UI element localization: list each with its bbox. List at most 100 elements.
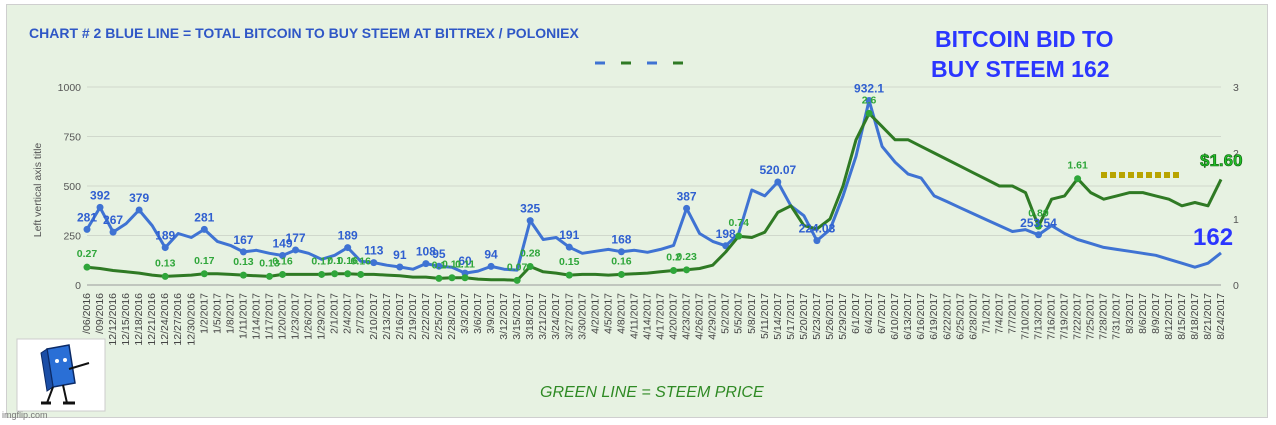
data-label-price: 0.23 (676, 251, 697, 263)
data-label-btc: 379 (129, 191, 149, 205)
data-label-price: 1.61 (1067, 160, 1088, 172)
data-label-price: 0.13 (259, 257, 280, 269)
x-tick-label: 4/29/2017 (707, 293, 719, 340)
data-label-btc: 191 (559, 228, 579, 242)
x-tick-label: 2/16/2017 (394, 293, 406, 340)
data-label-price: 0.27 (77, 248, 98, 260)
x-tick-label: 2/25/2017 (433, 293, 445, 340)
data-label-price: 0.11 (455, 259, 475, 271)
point-price (239, 271, 247, 279)
data-label-btc: 932.1 (854, 81, 884, 95)
x-tick-label: 1/26/2017 (303, 293, 315, 340)
x-tick-label: 5/20/2017 (798, 293, 810, 340)
point-btc (565, 243, 573, 251)
point-btc (1035, 231, 1043, 239)
y-axis-title: Left vertical axis title (32, 143, 44, 238)
point-btc (161, 244, 169, 252)
data-label-btc: 113 (364, 244, 384, 258)
point-price (331, 270, 339, 278)
gridlines (87, 86, 1221, 286)
data-label-btc: 95 (432, 247, 446, 261)
data-label-btc: 198 (716, 227, 736, 241)
headline-line-1: BITCOIN BID TO (935, 26, 1113, 52)
x-tick-label: 4/8/2017 (615, 293, 627, 334)
data-label-price: 0.17 (194, 255, 215, 267)
point-btc (83, 225, 91, 233)
y2-tick-label: 0 (1233, 280, 1239, 292)
x-tick-label: 5/5/2017 (733, 293, 745, 334)
point-price (279, 270, 287, 278)
point-price (83, 263, 91, 271)
x-tick-label: 7/25/2017 (1085, 293, 1097, 340)
y-axis-left-ticks: 0 250 500 750 1000 (58, 82, 82, 292)
data-label-price: 0.16 (351, 255, 372, 267)
x-tick-label: 5/23/2017 (811, 293, 823, 340)
x-tick-label: 5/8/2017 (746, 293, 758, 334)
point-btc (135, 206, 143, 214)
data-label-btc: 149 (273, 236, 293, 250)
data-label-price: 0.28 (520, 248, 541, 260)
data-label-btc: 267 (103, 213, 123, 227)
x-tick-label: 12/27/2016 (172, 293, 184, 346)
point-price (865, 109, 873, 117)
x-tick-label: 6/13/2017 (902, 293, 914, 340)
x-tick-label: 2/10/2017 (368, 293, 380, 340)
x-tick-label: 2/22/2017 (420, 293, 432, 340)
x-tick-label: 3/30/2017 (576, 293, 588, 340)
point-price (265, 272, 273, 280)
data-label-price: 0.17 (311, 255, 332, 267)
data-label-price: 0.16 (337, 255, 358, 267)
data-label-btc: 168 (611, 233, 631, 247)
data-label-price: 0.1 (327, 255, 342, 267)
x-tick-label: 1/23/2017 (290, 293, 302, 340)
y-tick-label: 0 (75, 280, 81, 292)
data-label-price: 0.13 (155, 257, 176, 269)
point-btc (487, 262, 495, 270)
x-tick-label: 4/20/2017 (668, 293, 680, 340)
point-btc (774, 178, 782, 186)
x-tick-label: 8/9/2017 (1150, 293, 1162, 334)
x-tick-label: 2/4/2017 (342, 293, 354, 334)
data-label-price: 0.89 (1028, 207, 1049, 219)
x-tick-label: 7/19/2017 (1059, 293, 1071, 340)
y2-tick-label: 1 (1233, 214, 1239, 226)
point-price (670, 266, 678, 274)
point-btc (813, 237, 821, 245)
x-tick-label: 2/19/2017 (407, 293, 419, 340)
x-tick-label: 12/18/2016 (133, 293, 145, 346)
price-label: $1.60 (1200, 151, 1243, 170)
x-tick-label: 1/29/2017 (316, 293, 328, 340)
y-tick-label: 250 (63, 231, 81, 243)
x-tick-label: 3/9/2017 (485, 293, 497, 334)
x-tick-label: 3/27/2017 (563, 293, 575, 340)
x-tick-label: 5/2/2017 (720, 293, 732, 334)
data-label-btc: 189 (338, 229, 358, 243)
data-label-price: 0.16 (611, 255, 632, 267)
point-price (1074, 175, 1082, 183)
y2-tick-label: 3 (1233, 82, 1239, 94)
x-tick-label: 4/26/2017 (694, 293, 706, 340)
x-tick-label: 5/17/2017 (785, 293, 797, 340)
chart-title: CHART # 2 BLUE LINE = TOTAL BITCOIN TO B… (29, 25, 579, 41)
point-btc (200, 225, 208, 233)
point-btc (617, 248, 625, 256)
y2-tick-label: 2 (1233, 148, 1239, 160)
point-btc (109, 228, 117, 236)
data-label-price: 0.13 (233, 256, 254, 268)
x-tick-label: 1/11/2017 (237, 293, 249, 339)
x-tick-label: 3/15/2017 (511, 293, 523, 340)
point-btc (344, 244, 352, 252)
x-tick-label: 6/22/2017 (941, 293, 953, 340)
x-tick-label: /09/2016 (94, 293, 106, 334)
x-tick-label: 8/15/2017 (1176, 293, 1188, 340)
x-tick-label: 8/12/2017 (1163, 293, 1175, 340)
data-label-price: 0.16 (272, 255, 293, 267)
y-tick-label: 500 (63, 181, 81, 193)
point-price (161, 272, 169, 280)
chart-svg: CHART # 2 BLUE LINE = TOTAL BITCOIN TO B… (16, 25, 1243, 412)
x-tick-label: 6/28/2017 (967, 293, 979, 340)
data-label-btc: 520.07 (759, 163, 796, 177)
headline-line-2: BUY STEEM 162 (931, 56, 1110, 82)
point-price (200, 270, 208, 278)
x-tick-label: 6/10/2017 (889, 293, 901, 340)
